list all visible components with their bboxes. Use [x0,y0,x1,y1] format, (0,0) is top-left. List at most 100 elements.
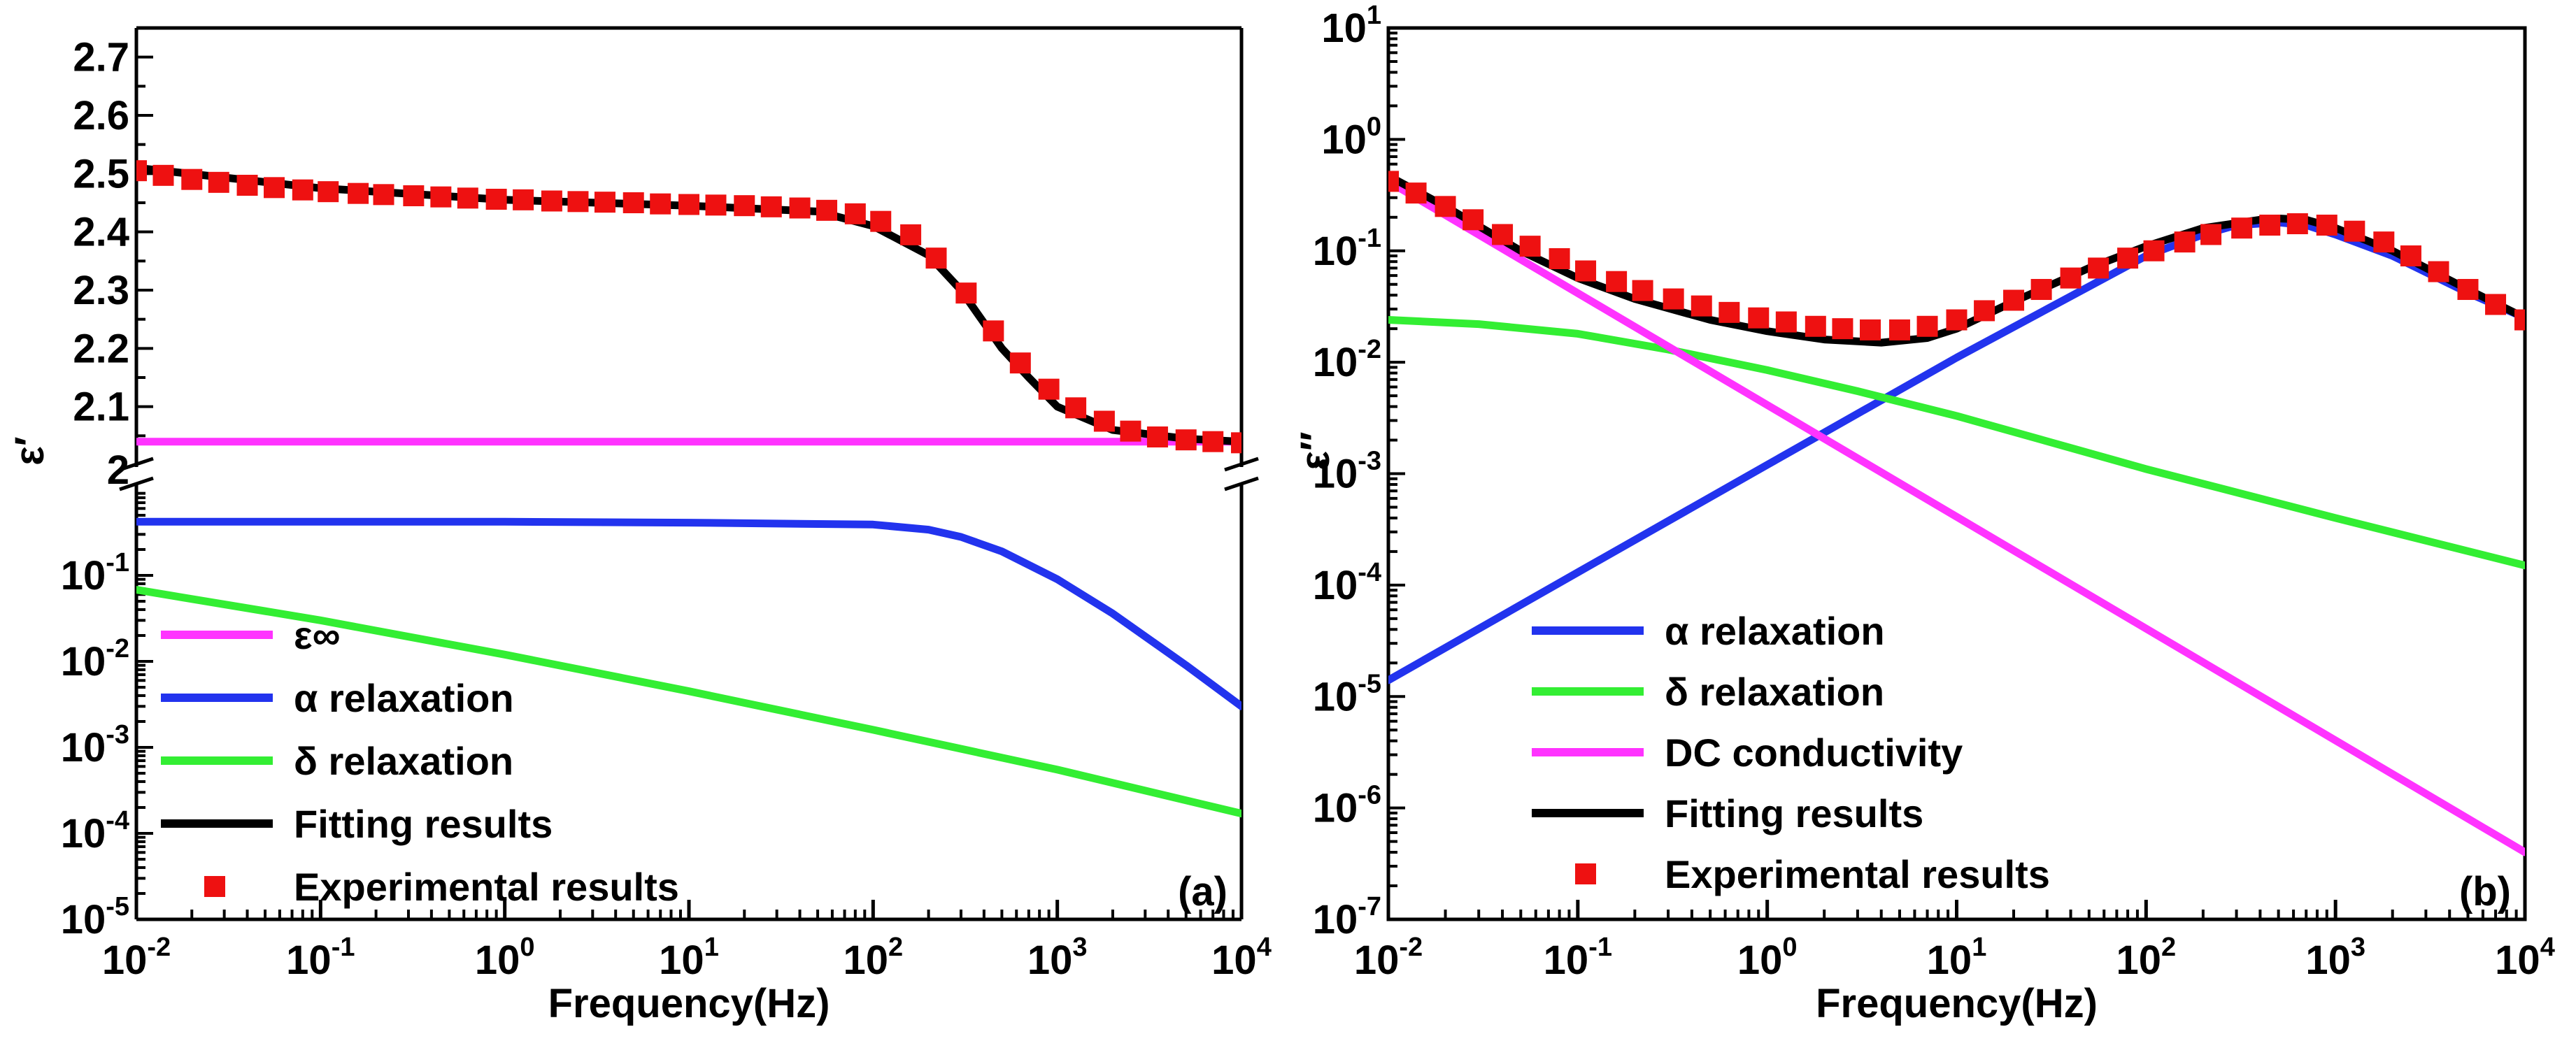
data-point [567,191,589,213]
data-point [2088,257,2109,279]
data-point [2428,261,2449,282]
series-experimental-markers [1388,171,2525,340]
data-point [678,194,699,215]
data-point [1718,301,1740,323]
data-point [2514,309,2525,331]
x-tick-label: 100 [475,933,535,983]
data-point [734,195,755,217]
data-point [844,203,866,224]
y-tick-label-upper: 2 [107,447,129,493]
data-point [2485,294,2507,315]
data-point [1888,319,1910,340]
x-tick-label: 103 [1027,933,1088,983]
data-point [1748,307,1770,329]
y-tick-label-lower: 10-2 [61,634,129,684]
data-point [2030,279,2052,301]
data-point [1916,315,1938,337]
legend-label: α relaxation [1665,609,1885,653]
y-axis-title: ε′ [7,436,52,465]
legend-label: Experimental results [1665,852,2050,896]
data-point [2316,215,2337,236]
series-line-0 [1388,218,2525,684]
data-point [2117,247,2139,269]
x-tick-label: 10-2 [102,933,171,983]
data-point [900,224,922,245]
legend-label: δ relaxation [294,739,513,783]
panel-label: (a) [1178,869,1227,914]
legend-label: Fitting results [1665,791,1923,835]
data-point [541,190,562,212]
data-point [650,193,671,215]
series-experimental-markers [136,160,1241,454]
x-axis-title: Frequency(Hz) [1816,981,2098,1026]
data-point [1575,260,1597,282]
data-point [1146,426,1168,447]
data-point [955,282,977,304]
series-line-2 [136,586,1241,818]
data-point [622,192,644,213]
y-tick-label-upper: 2.5 [73,151,129,196]
data-point [1519,236,1541,257]
panel-label: (b) [2459,869,2511,914]
data-point [2344,220,2365,242]
data-point [2231,217,2253,239]
y-tick-label-upper: 2.2 [73,326,129,371]
data-point [1663,288,1684,310]
y-tick-label-upper: 2.1 [73,385,129,430]
y-tick-label-lower: 10-5 [61,892,129,942]
data-point [816,199,838,221]
data-point [152,164,174,186]
data-point [1093,410,1115,432]
legend-swatch-marker [1575,863,1596,884]
axis-break-mark [1224,457,1259,472]
data-point [983,320,1004,342]
y-tick-label: 10-4 [1313,558,1381,608]
legend-label: Fitting results [294,802,553,846]
data-point [925,247,947,269]
y-tick-label: 10-2 [1313,335,1381,385]
data-point [236,175,258,196]
data-point [870,210,892,232]
data-point [181,168,203,190]
data-point [1691,295,1712,317]
data-point [2143,240,2165,261]
data-point [2259,215,2281,236]
panel-a: 2 2.1 2.2 2.3 2.4 2.5 2.6 2.7 10-1 10-2 10-3 10-4 10… [7,26,1272,1026]
x-tick-label: 100 [1737,933,1798,983]
data-point [1860,319,1881,340]
data-point [1549,247,1570,269]
data-point [1231,432,1241,454]
y-tick-label: 10-6 [1313,781,1381,831]
y-tick-label-upper: 2.4 [73,210,129,255]
data-point [403,185,425,206]
y-tick-label: 101 [1321,1,1381,51]
data-point [264,177,285,199]
data-point [318,181,339,203]
legend-swatch-marker [204,876,225,897]
y-axis-title: ε″ [1293,431,1338,470]
y-tick-label: 100 [1321,112,1381,162]
data-point [789,197,811,219]
data-point [1606,271,1628,292]
data-point [1038,378,1060,400]
axis-frame [1386,26,2527,921]
x-tick-label: 10-1 [286,933,355,983]
x-tick-label: 10-2 [1354,933,1423,983]
x-axis-title: Frequency(Hz) [548,981,830,1026]
data-point [1463,209,1484,231]
x-tick-label: 104 [1211,933,1272,983]
data-point [2457,279,2479,301]
y-tick-label-upper: 2.6 [73,93,129,138]
axis-break-mark [119,457,154,472]
x-tick-label: 10-1 [1544,933,1612,983]
x-tick-label: 102 [844,933,904,983]
legend-label: ε∞ [294,613,341,657]
data-point [2060,267,2082,289]
y-tick-label-lower: 10-4 [61,806,129,856]
y-tick-label-lower: 10-1 [61,548,129,598]
data-point [2400,245,2421,267]
legend-label: DC conductivity [1665,731,1963,775]
data-point [1405,182,1427,204]
